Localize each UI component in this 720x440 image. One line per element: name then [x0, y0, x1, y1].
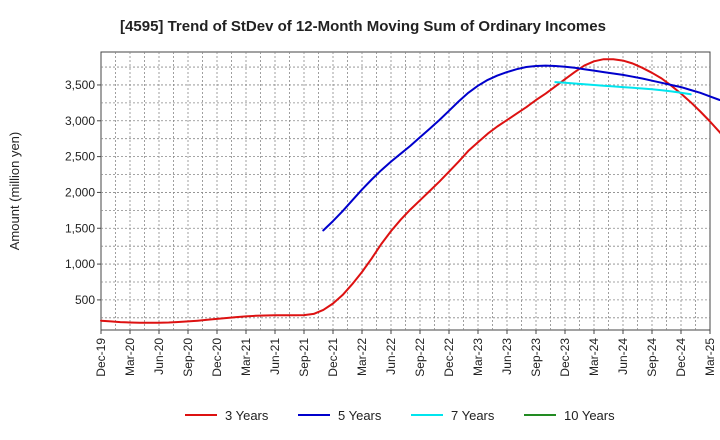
legend-label-5-years: 5 Years	[338, 408, 382, 423]
x-tick-label: Mar-25	[703, 338, 717, 376]
x-tick-label: Dec-22	[442, 338, 456, 377]
x-tick-label: Dec-20	[210, 338, 224, 377]
x-tick-label: Jun-21	[268, 338, 282, 375]
y-axis-ticks: 500 1,000 1,500 2,000 2,500 3,000 3,500	[65, 78, 101, 307]
y-axis-label: Amount (million yen)	[7, 132, 22, 251]
legend-label-10-years: 10 Years	[564, 408, 615, 423]
series-line-7-years	[554, 81, 692, 96]
x-axis-ticks: Dec-19 Mar-20 Jun-20 Sep-20 Dec-20 Mar-21 Jun-…	[94, 330, 717, 377]
grid-lines	[101, 52, 710, 330]
plot-area	[100, 51, 711, 331]
y-tick-label: 3,500	[65, 78, 95, 92]
legend-label-7-years: 7 Years	[451, 408, 495, 423]
series-lines	[100, 58, 720, 324]
x-tick-label: Jun-23	[500, 338, 514, 375]
x-tick-label: Mar-24	[587, 338, 601, 376]
x-tick-label: Dec-21	[326, 338, 340, 377]
x-tick-label: Jun-24	[616, 338, 630, 375]
x-tick-label: Sep-21	[297, 338, 311, 377]
x-tick-label: Sep-24	[645, 338, 659, 377]
legend: 3 Years 5 Years 7 Years 10 Years	[185, 408, 615, 423]
x-tick-label: Dec-19	[94, 338, 108, 377]
x-tick-label: Jun-22	[384, 338, 398, 375]
y-tick-label: 500	[75, 293, 95, 307]
series-line-5-years	[322, 64, 720, 232]
series-line-3-years	[100, 58, 720, 324]
legend-label-3-years: 3 Years	[225, 408, 269, 423]
x-tick-label: Sep-22	[413, 338, 427, 377]
x-tick-label: Sep-23	[529, 338, 543, 377]
y-tick-label: 1,000	[65, 257, 95, 271]
x-tick-label: Dec-23	[558, 338, 572, 377]
x-tick-label: Mar-21	[239, 338, 253, 376]
x-tick-label: Mar-20	[123, 338, 137, 376]
chart-title: [4595] Trend of StDev of 12-Month Moving…	[120, 18, 606, 35]
x-tick-label: Mar-22	[355, 338, 369, 376]
x-tick-label: Mar-23	[471, 338, 485, 376]
x-tick-label: Sep-20	[181, 338, 195, 377]
x-tick-label: Jun-20	[152, 338, 166, 375]
y-tick-label: 3,000	[65, 114, 95, 128]
y-tick-label: 2,000	[65, 185, 95, 199]
y-tick-label: 1,500	[65, 221, 95, 235]
x-tick-label: Dec-24	[674, 338, 688, 377]
y-tick-label: 2,500	[65, 150, 95, 164]
